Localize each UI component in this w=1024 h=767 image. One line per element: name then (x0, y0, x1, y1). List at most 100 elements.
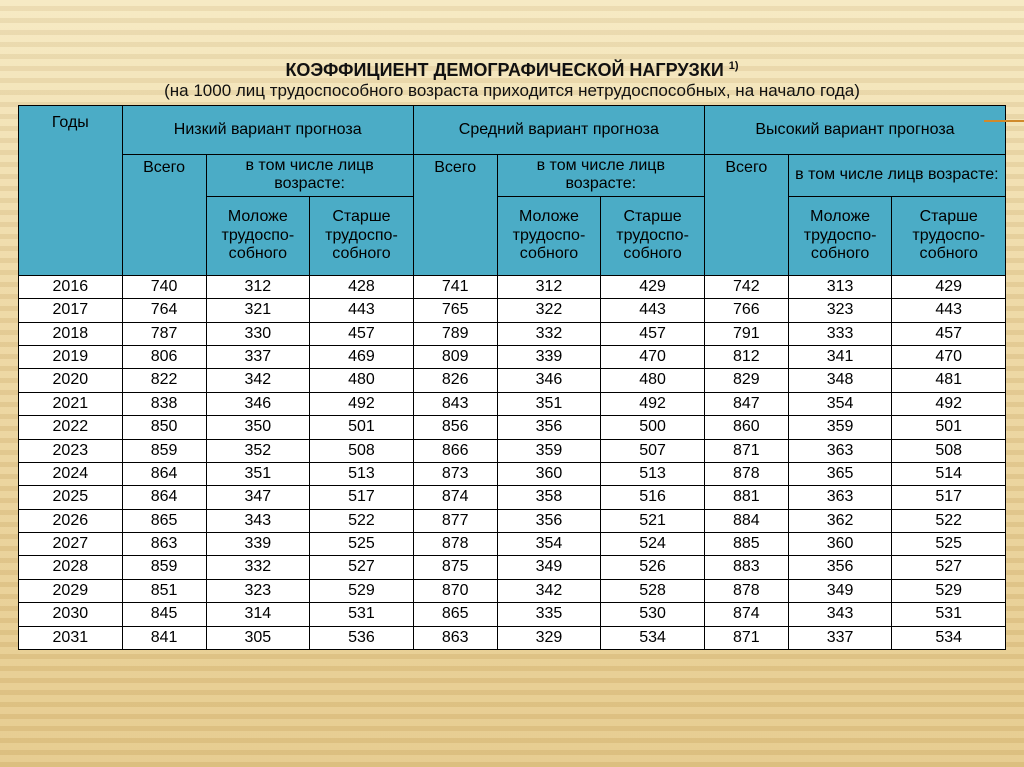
cell-value: 524 (601, 533, 705, 556)
col-low-total: Всего (122, 155, 206, 276)
table-row: 2025864347517874358516881363517 (19, 486, 1006, 509)
cell-value: 531 (892, 603, 1006, 626)
table-row: 2030845314531865335530874343531 (19, 603, 1006, 626)
cell-year: 2024 (19, 462, 123, 485)
cell-value: 339 (206, 533, 310, 556)
cell-value: 866 (413, 439, 497, 462)
table-row: 2023859352508866359507871363508 (19, 439, 1006, 462)
cell-value: 528 (601, 579, 705, 602)
cell-value: 443 (601, 299, 705, 322)
cell-value: 525 (892, 533, 1006, 556)
cell-value: 358 (497, 486, 601, 509)
table-row: 2026865343522877356521884362522 (19, 509, 1006, 532)
cell-value: 346 (497, 369, 601, 392)
col-mid-incl: в том числе лицв возрасте: (497, 155, 704, 197)
table-row: 2018787330457789332457791333457 (19, 322, 1006, 345)
cell-value: 513 (601, 462, 705, 485)
col-high-incl: в том числе лицв возрасте: (788, 155, 1005, 197)
cell-value: 806 (122, 345, 206, 368)
cell-value: 469 (310, 345, 414, 368)
cell-value: 884 (704, 509, 788, 532)
cell-value: 881 (704, 486, 788, 509)
cell-value: 789 (413, 322, 497, 345)
decorative-line (984, 120, 1024, 122)
cell-value: 822 (122, 369, 206, 392)
cell-value: 360 (497, 462, 601, 485)
cell-value: 516 (601, 486, 705, 509)
cell-value: 513 (310, 462, 414, 485)
cell-value: 492 (310, 392, 414, 415)
cell-value: 362 (788, 509, 892, 532)
col-low-incl: в том числе лицв возрасте: (206, 155, 413, 197)
cell-value: 363 (788, 486, 892, 509)
col-high-total: Всего (704, 155, 788, 276)
cell-value: 359 (497, 439, 601, 462)
cell-value: 332 (206, 556, 310, 579)
page-container: КОЭФФИЦИЕНТ ДЕМОГРАФИЧЕСКОЙ НАГРУЗКИ 1) … (0, 0, 1024, 650)
cell-value: 514 (892, 462, 1006, 485)
cell-value: 360 (788, 533, 892, 556)
cell-value: 342 (497, 579, 601, 602)
cell-value: 859 (122, 556, 206, 579)
cell-value: 349 (497, 556, 601, 579)
cell-value: 354 (497, 533, 601, 556)
table-row: 2021838346492843351492847354492 (19, 392, 1006, 415)
title-sup: 1) (729, 60, 739, 72)
cell-value: 348 (788, 369, 892, 392)
cell-value: 443 (310, 299, 414, 322)
cell-value: 742 (704, 275, 788, 298)
data-table: Годы Низкий вариант прогноза Средний вар… (18, 105, 1006, 650)
cell-value: 457 (601, 322, 705, 345)
cell-value: 850 (122, 416, 206, 439)
cell-value: 522 (310, 509, 414, 532)
cell-value: 342 (206, 369, 310, 392)
cell-value: 321 (206, 299, 310, 322)
cell-value: 534 (601, 626, 705, 649)
cell-value: 526 (601, 556, 705, 579)
cell-value: 829 (704, 369, 788, 392)
cell-value: 365 (788, 462, 892, 485)
cell-year: 2025 (19, 486, 123, 509)
cell-year: 2021 (19, 392, 123, 415)
cell-value: 443 (892, 299, 1006, 322)
cell-value: 312 (206, 275, 310, 298)
cell-value: 351 (206, 462, 310, 485)
cell-value: 878 (413, 533, 497, 556)
col-mid-total: Всего (413, 155, 497, 276)
table-row: 2027863339525878354524885360525 (19, 533, 1006, 556)
table-row: 2017764321443765322443766323443 (19, 299, 1006, 322)
cell-value: 339 (497, 345, 601, 368)
cell-value: 874 (704, 603, 788, 626)
col-low-younger: Моложе трудоспо-собного (206, 196, 310, 275)
cell-value: 356 (788, 556, 892, 579)
cell-value: 864 (122, 462, 206, 485)
col-variant-low: Низкий вариант прогноза (122, 106, 413, 155)
cell-value: 480 (310, 369, 414, 392)
cell-value: 740 (122, 275, 206, 298)
cell-value: 351 (497, 392, 601, 415)
cell-value: 507 (601, 439, 705, 462)
cell-value: 865 (413, 603, 497, 626)
cell-value: 508 (310, 439, 414, 462)
cell-value: 864 (122, 486, 206, 509)
cell-value: 873 (413, 462, 497, 485)
col-variant-high: Высокий вариант прогноза (704, 106, 1005, 155)
cell-value: 536 (310, 626, 414, 649)
cell-value: 766 (704, 299, 788, 322)
cell-value: 347 (206, 486, 310, 509)
cell-value: 529 (310, 579, 414, 602)
cell-value: 346 (206, 392, 310, 415)
cell-value: 470 (601, 345, 705, 368)
cell-value: 859 (122, 439, 206, 462)
cell-year: 2022 (19, 416, 123, 439)
cell-value: 508 (892, 439, 1006, 462)
cell-value: 322 (497, 299, 601, 322)
cell-value: 527 (310, 556, 414, 579)
cell-value: 354 (788, 392, 892, 415)
cell-value: 847 (704, 392, 788, 415)
table-row: 2024864351513873360513878365514 (19, 462, 1006, 485)
cell-year: 2027 (19, 533, 123, 556)
cell-value: 522 (892, 509, 1006, 532)
cell-value: 871 (704, 439, 788, 462)
cell-value: 860 (704, 416, 788, 439)
